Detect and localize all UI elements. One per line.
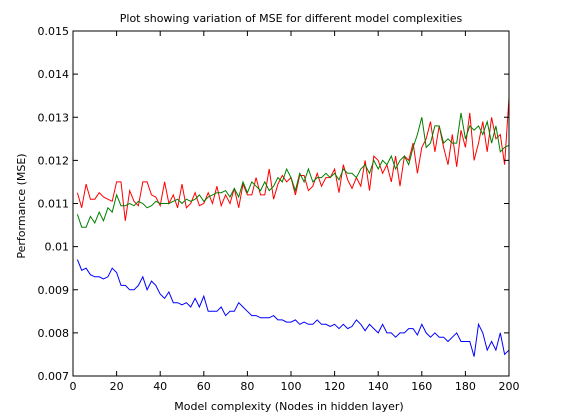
y-tick-label: 0.009 bbox=[38, 284, 70, 297]
plot-area bbox=[73, 31, 509, 376]
y-tick-label: 0.014 bbox=[38, 68, 70, 81]
y-tick-label: 0.015 bbox=[38, 25, 70, 38]
x-axis-label: Model complexity (Nodes in hidden layer) bbox=[174, 400, 403, 413]
y-tick-label: 0.011 bbox=[38, 198, 70, 211]
series-line-2 bbox=[76, 112, 510, 228]
x-tick-label: 200 bbox=[499, 380, 520, 393]
y-tick-label: 0.007 bbox=[38, 370, 70, 383]
x-tick-label: 180 bbox=[455, 380, 476, 393]
x-tick-label: 60 bbox=[197, 380, 211, 393]
ticks-layer: 0 20 40 60 80 100 120 140 160 180 200 0.007 0.008 0.0… bbox=[38, 25, 520, 393]
x-tick-label: 140 bbox=[368, 380, 389, 393]
series-layer bbox=[76, 97, 510, 357]
x-tick-label: 100 bbox=[281, 380, 302, 393]
series-line-1 bbox=[76, 97, 510, 221]
x-tick-label: 0 bbox=[70, 380, 77, 393]
y-tick-label: 0.013 bbox=[38, 111, 70, 124]
plot-frame bbox=[72, 30, 510, 377]
y-tick-label: 0.01 bbox=[45, 241, 70, 254]
x-tick-label: 120 bbox=[324, 380, 345, 393]
x-tick-label: 160 bbox=[411, 380, 432, 393]
y-tick-label: 0.012 bbox=[38, 154, 70, 167]
chart-title: Plot showing variation of MSE for differ… bbox=[120, 12, 463, 25]
x-tick-label: 80 bbox=[240, 380, 254, 393]
x-tick-label: 40 bbox=[153, 380, 167, 393]
y-tick-label: 0.008 bbox=[38, 327, 70, 340]
x-tick-label: 20 bbox=[110, 380, 124, 393]
series-line-3 bbox=[76, 259, 510, 357]
y-axis-label: Performance (MSE) bbox=[15, 153, 28, 258]
